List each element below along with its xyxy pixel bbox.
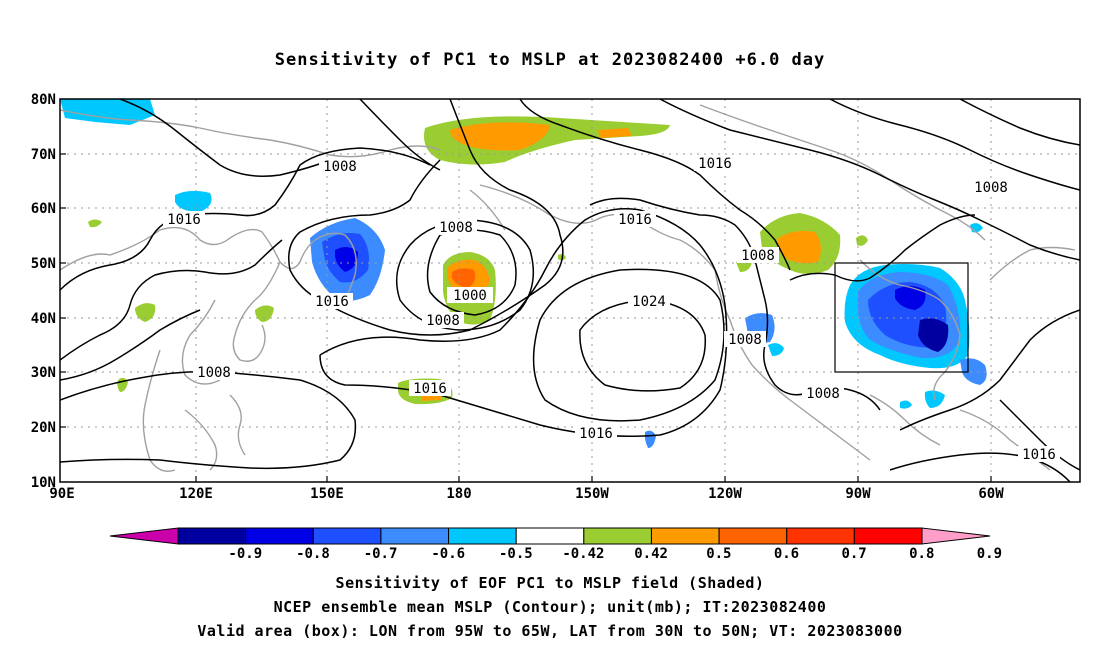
map-title: Sensitivity of PC1 to MSLP at 2023082400… [274,50,826,70]
contour-label: 1024 [632,294,666,310]
colorbar-label: 0.9 [977,546,1002,562]
colorbar-cell [853,527,923,545]
contour-label: 1016 [579,426,613,442]
lat-label: 30N [31,365,56,381]
colorbar-cell [921,527,991,545]
colorbar-cell [583,527,652,545]
colorbar-cell [177,527,247,545]
contour-label: 1008 [806,386,840,402]
lat-label: 50N [31,256,56,272]
contour-label: 1016 [167,212,201,228]
lat-label: 80N [31,92,56,108]
lon-label: 90E [49,486,74,502]
lon-label: 120W [708,486,742,502]
latitude-labels: 80N 70N 60N 50N 40N 30N 20N 10N [31,92,56,491]
lon-label: 150W [575,486,609,502]
contour-label: 1000 [453,288,487,304]
contour-label: 1016 [618,212,652,228]
colorbar-label: 0.5 [706,546,731,562]
colorbar-cell [380,527,450,545]
colorbar-label: -0.42 [562,546,604,562]
colorbar-cell [109,527,179,545]
lat-label: 10N [31,475,56,491]
colorbar-cell [312,527,382,545]
lon-label: 120E [179,486,213,502]
colorbar-label: 0.7 [841,546,866,562]
colorbar-label: -0.9 [228,546,262,562]
caption-valid-area: Valid area (box): LON from 95W to 65W, L… [197,622,903,640]
contour-label: 1008 [323,159,357,175]
caption-shading: Sensitivity of EOF PC1 to MSLP field (Sh… [335,574,765,592]
longitude-labels: 90E 120E 150E 180 150W 120W 90W 60W [49,486,1004,502]
lat-label: 40N [31,311,56,327]
contour-label: 1008 [439,220,473,236]
colorbar-label: -0.8 [296,546,330,562]
colorbar-cell [718,527,788,545]
lon-label: 180 [446,486,471,502]
contour-label: 1008 [197,365,231,381]
contour-label: 1008 [728,332,762,348]
contour-label: 1016 [315,294,349,310]
colorbar-label: -0.6 [431,546,465,562]
contour-label: 1016 [1022,447,1056,463]
lat-label: 20N [31,420,56,436]
contour-label: 1008 [741,248,775,264]
lat-label: 70N [31,147,56,163]
lon-label: 60W [978,486,1004,502]
valid-area-box [834,262,969,373]
colorbar-cell [650,527,720,545]
contour-label: 1016 [413,381,447,397]
lon-label: 90W [845,486,871,502]
colorbar-cell [515,527,585,545]
colorbar-cell [448,527,517,545]
colorbar-label: 0.42 [634,546,668,562]
colorbar-label: -0.5 [499,546,533,562]
contour-labels: 1008 1016 1008 1016 1008 1016 1016 1000 … [163,155,1060,463]
colorbar-cell [245,527,314,545]
map-frame [59,98,1081,483]
colorbar: -0.9 -0.8 -0.7 -0.6 -0.5 -0.42 0.42 0.5 0.6 0.7 0.… [109,527,1002,562]
tick-marks [60,153,992,482]
contour-label: 1016 [698,156,732,172]
colorbar-label: 0.6 [774,546,799,562]
caption-contour: NCEP ensemble mean MSLP (Contour); unit(… [273,598,827,616]
lat-label: 60N [31,201,56,217]
colorbar-label: -0.7 [364,546,398,562]
contour-label: 1008 [426,313,460,329]
colorbar-cell [786,527,855,545]
colorbar-label: 0.8 [909,546,934,562]
lon-label: 150E [310,486,344,502]
contour-label: 1008 [974,180,1008,196]
